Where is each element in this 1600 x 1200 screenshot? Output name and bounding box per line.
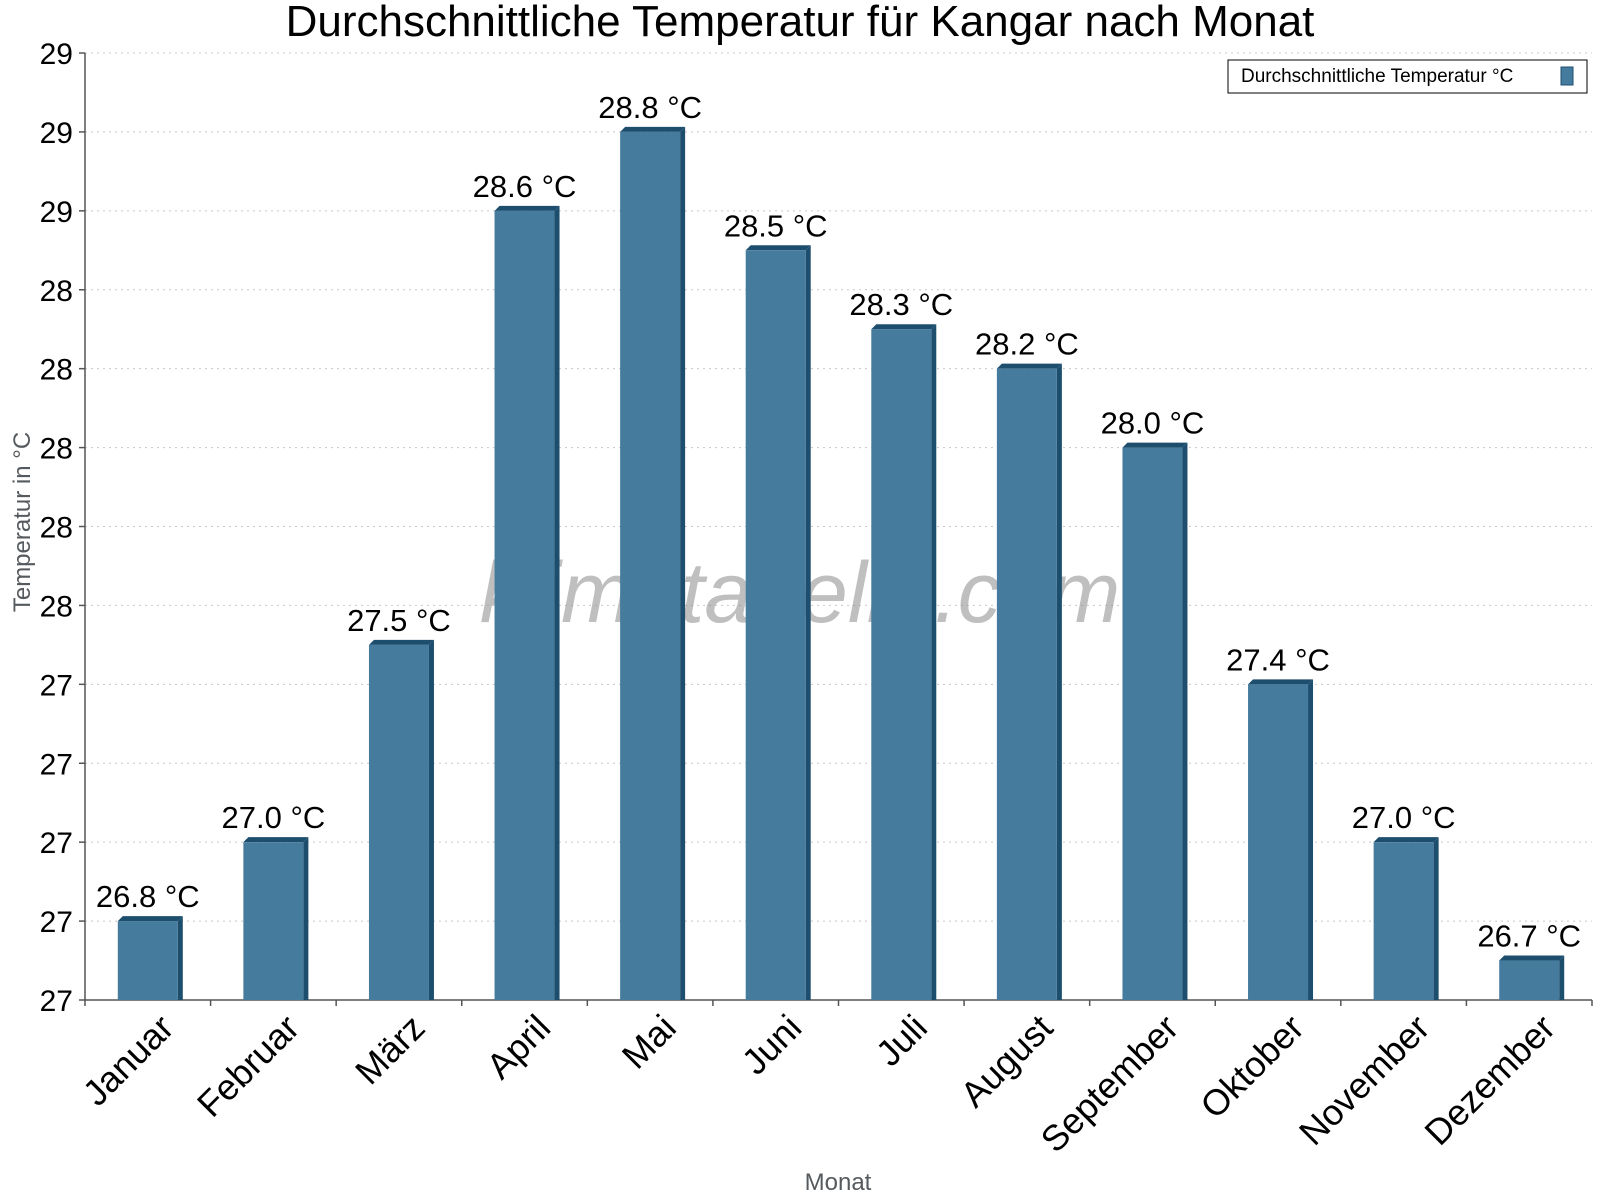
bar-front [996, 368, 1057, 1001]
x-tick-label: April [478, 1007, 558, 1087]
bars [117, 126, 1565, 1001]
bar-top [494, 205, 560, 211]
bar-top [996, 363, 1062, 369]
axes [84, 53, 1593, 1006]
bar-top [1122, 442, 1188, 448]
bar-value-label: 28.0 °C [1101, 406, 1205, 441]
bar-top [243, 837, 309, 843]
y-tick-label: 27 [40, 748, 73, 781]
bar-side [1308, 679, 1314, 1000]
legend-swatch [1560, 66, 1574, 86]
bar-top [368, 639, 434, 645]
y-tick-label: 28 [40, 590, 73, 623]
bar [1248, 679, 1314, 1000]
grid-lines [85, 52, 1592, 922]
bar-side [680, 126, 686, 1000]
x-axis-title: Monat [805, 1169, 872, 1196]
bar-value-label: 28.8 °C [598, 90, 702, 125]
y-tick-label: 27 [40, 669, 73, 702]
bar [243, 837, 309, 1000]
legend: Durchschnittliche Temperatur °C [1227, 59, 1588, 94]
bar-value-label: 26.7 °C [1477, 919, 1581, 954]
bar-top [1499, 955, 1565, 961]
bar [1373, 837, 1439, 1000]
bar [745, 245, 811, 1000]
bar-side [1433, 837, 1439, 1000]
bar-side [1559, 955, 1565, 1000]
x-tick-label: August [952, 1007, 1060, 1115]
legend-box [1227, 59, 1588, 94]
bar [871, 324, 937, 1000]
bar-value-labels: 26.8 °C 27.0 °C 27.5 °C 28.6 °C 28.8 °C 28.5 … [96, 90, 1581, 954]
bar-front [494, 210, 555, 1001]
x-tick-label: Mai [614, 1007, 684, 1077]
bar-side [1182, 442, 1188, 1000]
bar-value-label: 27.4 °C [1226, 642, 1330, 677]
bar-side [931, 324, 937, 1000]
bar-value-label: 28.5 °C [724, 208, 828, 243]
chart-title: Durchschnittliche Temperatur für Kangar … [286, 0, 1315, 46]
x-tick-label: Juni [734, 1007, 810, 1083]
bar-top [1248, 679, 1314, 685]
bar-side [805, 245, 811, 1000]
y-tick-label: 27 [40, 985, 73, 1018]
x-tick-label: März [347, 1007, 433, 1093]
y-tick-label: 28 [40, 275, 73, 308]
bar [996, 363, 1062, 1001]
bar [1122, 442, 1188, 1000]
bar-value-label: 26.8 °C [96, 879, 200, 914]
bar-front [117, 921, 178, 1000]
bar-side [428, 639, 434, 1000]
y-tick-label: 28 [40, 512, 73, 545]
bar-front [1373, 842, 1434, 1000]
x-tick-label: Januar [75, 1007, 182, 1114]
x-tick-label: Dezember [1416, 1007, 1562, 1153]
bar-front [1122, 447, 1183, 1000]
bar-side [177, 916, 183, 1000]
y-tick-label: 28 [40, 433, 73, 466]
y-tick-label: 29 [40, 196, 73, 229]
bar [620, 126, 686, 1000]
bar [117, 916, 183, 1000]
x-tick-label: Februar [189, 1007, 307, 1125]
bar-value-label: 28.3 °C [849, 287, 953, 322]
x-tick-label: November [1291, 1007, 1437, 1153]
y-tick-label: 27 [40, 827, 73, 860]
y-tick-label: 29 [40, 38, 73, 71]
bar-front [1248, 684, 1309, 1000]
bar-side [1056, 363, 1062, 1001]
legend-label: Durchschnittliche Temperatur °C [1241, 66, 1513, 87]
bar [368, 639, 434, 1000]
bar-front [745, 250, 806, 1000]
x-tick-label: Oktober [1192, 1007, 1312, 1127]
bar-top [117, 916, 183, 922]
bar-value-label: 27.5 °C [347, 603, 451, 638]
bar-front [1499, 960, 1560, 1000]
bar-front [243, 842, 304, 1000]
y-tick-label: 28 [40, 354, 73, 387]
bar-side [554, 205, 560, 1001]
x-axis-ticks: Januar Februar März April Mai Juni Juli AugustS… [75, 1007, 1563, 1161]
bar-value-label: 27.0 °C [222, 800, 326, 835]
bar-side [303, 837, 309, 1000]
bar-front [368, 644, 429, 1000]
y-tick-label: 27 [40, 906, 73, 939]
bar [494, 205, 560, 1001]
bar-top [871, 324, 937, 330]
y-tick-label: 29 [40, 117, 73, 150]
y-axis-title: Temperatur in °C [9, 432, 36, 612]
bar-top [620, 126, 686, 132]
bar-front [620, 131, 681, 1000]
bar-value-label: 27.0 °C [1352, 800, 1456, 835]
bar-value-label: 28.2 °C [975, 327, 1079, 362]
x-tick-label: Juli [868, 1007, 935, 1074]
bar-front [871, 329, 932, 1000]
bar-value-label: 28.6 °C [473, 169, 577, 204]
bar-top [1373, 837, 1439, 843]
bar [1499, 955, 1565, 1000]
y-axis-ticks: 27 27 27 27 27 28 28 28 28 28 29 29 29 [40, 38, 85, 1018]
x-tick-label: September [1033, 1007, 1187, 1161]
bar-top [745, 245, 811, 251]
